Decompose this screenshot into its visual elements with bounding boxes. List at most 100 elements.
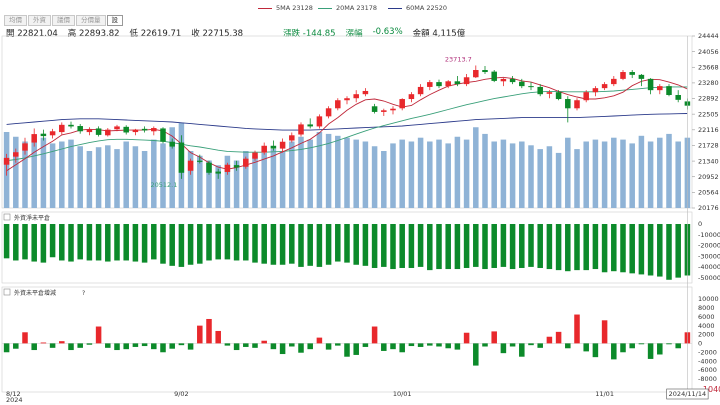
volume-bar [252,155,258,208]
volume-bar [629,143,635,208]
volume-bar [417,137,424,208]
change-bar [132,343,139,347]
help-icon: ? [82,290,85,297]
candle-body [574,100,580,109]
change-bar [344,343,350,357]
tab-average[interactable]: 均價 [4,15,27,26]
tab-price[interactable]: 議價 [52,15,75,26]
volume-bar [390,143,396,208]
position-bar [316,224,323,267]
change-bar [574,314,580,344]
volume-bar [399,139,405,208]
volume-bar [95,147,102,208]
change-bar [95,326,102,344]
candle-body [629,72,635,75]
volume-bar [362,141,369,208]
position-bar [169,224,175,266]
candle-body [519,81,525,87]
candle-body [279,141,286,149]
candle-body [77,126,83,132]
volume-bar [454,136,461,208]
candle-body [325,108,332,117]
change-tick-label: -2000 [698,348,717,356]
candle-body [22,143,28,151]
candle-body [528,86,534,88]
position-bar [417,224,424,267]
position-bar [445,224,451,270]
position-bar [31,224,37,262]
volume-bar [675,141,681,208]
volume-bar [187,151,194,208]
candle-body [537,86,543,95]
volume-bar [408,141,415,208]
candle-body [371,106,378,112]
change-tick-label: 6000 [698,313,715,321]
change-tick-label: 10000 [698,295,719,303]
change-bar [390,343,396,350]
position-tick-label: -20000 [698,242,720,250]
candle-body [206,162,212,173]
candle-body [482,70,488,73]
volume-bar [123,141,129,208]
candle-body [500,78,507,82]
volume-bar [325,133,332,208]
candle-body [454,81,461,85]
volume-bar [160,143,166,208]
change-bar [233,343,240,351]
candle-body [178,142,185,173]
candle-body [215,171,221,174]
volume-bar [528,145,534,208]
position-bar [197,224,203,264]
position-bar [381,224,387,267]
position-bar [601,224,608,273]
position-bar [298,224,304,267]
change-bar [427,343,433,346]
change-bar [620,343,626,353]
tab-settings[interactable]: 設 [106,15,123,26]
candle-body [289,135,295,141]
volume-bar [491,141,497,208]
change-bar [611,343,617,360]
candle-body [344,98,350,101]
x-axis-label: 2024 [6,396,23,404]
position-bar [215,224,221,260]
change-bar [519,343,525,357]
quote-info: 開 22821.04 高 22893.82 低 22619.71 收 22715… [6,27,465,39]
candle-body [40,133,47,137]
change-bar [316,337,323,344]
candle-body [13,152,19,157]
change-bar [601,320,608,344]
volume-bar [233,160,240,208]
open-price: 開 22821.04 [6,29,58,39]
candle-body [436,82,442,87]
position-bar [243,224,249,261]
volume-bar [611,137,617,208]
change-bar [13,343,19,349]
volume-bar [436,139,442,208]
ma5-line [6,76,688,172]
candle-body [307,124,313,127]
volume-bar [666,133,672,208]
volume-bar [169,127,175,208]
change-bar [197,325,203,344]
volume-bar [13,136,19,208]
position-bar [132,224,139,262]
change-bar [537,343,543,348]
candle-body [638,74,645,79]
candle-body [335,100,341,109]
volume-bar [59,141,65,208]
tab-price-volume[interactable]: 分價量 [76,15,106,26]
change-bar [555,331,562,344]
position-bar [611,224,617,272]
change-bar [279,343,286,355]
position-bar [3,224,10,259]
position-collapse-icon [3,213,11,221]
change-bar [647,343,654,359]
candle-body [123,126,129,133]
change-bar [583,343,589,352]
tab-foreign[interactable]: 外資 [28,15,51,26]
change-bar [178,343,185,346]
change-bar [59,341,65,344]
position-bar [252,224,258,263]
volume-bar [546,146,553,208]
